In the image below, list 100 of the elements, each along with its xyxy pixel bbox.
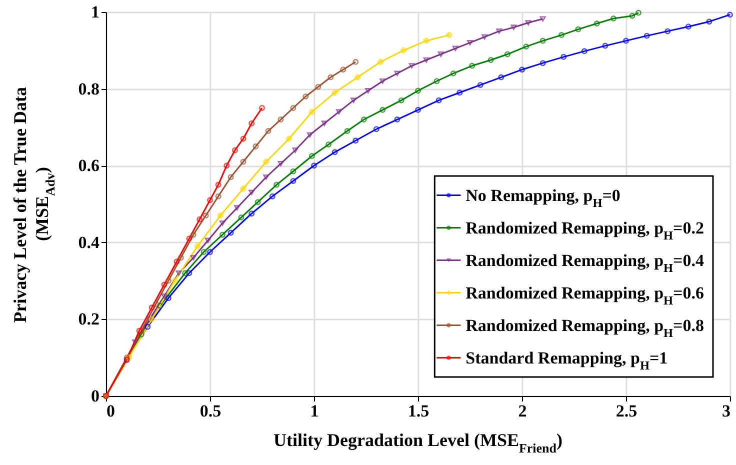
point bbox=[263, 158, 270, 165]
point bbox=[178, 254, 184, 261]
point bbox=[148, 304, 155, 311]
point bbox=[467, 40, 473, 46]
point bbox=[219, 232, 226, 238]
point bbox=[469, 62, 476, 69]
point bbox=[144, 324, 151, 330]
point bbox=[321, 120, 328, 126]
point bbox=[172, 278, 178, 284]
point bbox=[664, 28, 671, 34]
x-tick-label: 0.5 bbox=[200, 402, 222, 420]
point bbox=[311, 162, 317, 169]
y-tick-label: 0.8 bbox=[78, 79, 100, 98]
point bbox=[488, 57, 494, 63]
y-tick-label: 0.4 bbox=[78, 232, 100, 252]
point bbox=[161, 282, 168, 288]
point bbox=[308, 108, 315, 115]
y-tick-label: 0.6 bbox=[78, 156, 100, 176]
point bbox=[523, 44, 530, 50]
point bbox=[232, 147, 238, 154]
point bbox=[238, 214, 244, 220]
point bbox=[352, 138, 359, 144]
point bbox=[415, 106, 421, 113]
point bbox=[423, 38, 430, 44]
point bbox=[186, 270, 192, 276]
point bbox=[274, 182, 280, 188]
point bbox=[148, 316, 155, 322]
point bbox=[558, 32, 565, 38]
point bbox=[248, 190, 255, 196]
point bbox=[190, 232, 196, 238]
point bbox=[394, 116, 400, 123]
point bbox=[306, 132, 313, 138]
point bbox=[560, 54, 567, 60]
point bbox=[510, 24, 517, 30]
point bbox=[436, 97, 442, 104]
point bbox=[161, 293, 168, 299]
point bbox=[269, 193, 276, 200]
point bbox=[706, 18, 712, 25]
point bbox=[519, 66, 525, 73]
point bbox=[438, 52, 444, 57]
point bbox=[196, 216, 203, 222]
point bbox=[186, 236, 192, 242]
point bbox=[224, 162, 230, 169]
point bbox=[308, 153, 315, 159]
point bbox=[240, 136, 246, 142]
point bbox=[629, 12, 636, 19]
point bbox=[240, 186, 246, 192]
point bbox=[138, 332, 144, 338]
point bbox=[240, 158, 246, 165]
point bbox=[263, 174, 270, 180]
point bbox=[380, 78, 386, 84]
point bbox=[278, 116, 284, 123]
point bbox=[644, 32, 650, 39]
point bbox=[174, 258, 180, 265]
point bbox=[610, 16, 617, 22]
point bbox=[415, 88, 421, 94]
point bbox=[204, 238, 211, 244]
point bbox=[157, 302, 164, 309]
y-tick-label: 0.2 bbox=[78, 310, 100, 329]
point bbox=[228, 230, 234, 236]
point bbox=[360, 116, 367, 123]
point bbox=[344, 128, 350, 134]
point bbox=[540, 60, 546, 66]
point bbox=[498, 74, 504, 80]
point bbox=[290, 168, 296, 174]
point bbox=[504, 51, 510, 58]
point bbox=[477, 82, 484, 88]
point bbox=[332, 149, 338, 156]
y-tick-label: 1 bbox=[91, 2, 100, 22]
point bbox=[207, 197, 213, 204]
point bbox=[594, 20, 600, 27]
point bbox=[340, 66, 346, 73]
point bbox=[378, 58, 384, 65]
point bbox=[540, 16, 546, 22]
point bbox=[132, 340, 138, 345]
point bbox=[540, 38, 546, 44]
point bbox=[286, 136, 292, 142]
point bbox=[302, 93, 309, 100]
point bbox=[200, 249, 207, 255]
x-tick-label: 0 bbox=[106, 402, 115, 420]
point bbox=[234, 205, 240, 211]
point bbox=[215, 182, 222, 188]
point bbox=[456, 90, 463, 96]
point bbox=[248, 120, 255, 126]
point bbox=[254, 199, 261, 206]
point bbox=[219, 220, 226, 226]
point bbox=[290, 105, 296, 111]
point bbox=[328, 74, 334, 80]
point bbox=[278, 161, 284, 166]
point bbox=[525, 20, 532, 26]
point bbox=[215, 193, 222, 200]
point bbox=[434, 78, 440, 84]
point bbox=[336, 109, 342, 115]
point bbox=[217, 212, 224, 219]
point bbox=[292, 148, 298, 153]
point bbox=[332, 90, 338, 96]
point bbox=[152, 300, 159, 307]
point bbox=[252, 143, 259, 150]
point bbox=[496, 28, 502, 34]
point bbox=[165, 295, 172, 302]
